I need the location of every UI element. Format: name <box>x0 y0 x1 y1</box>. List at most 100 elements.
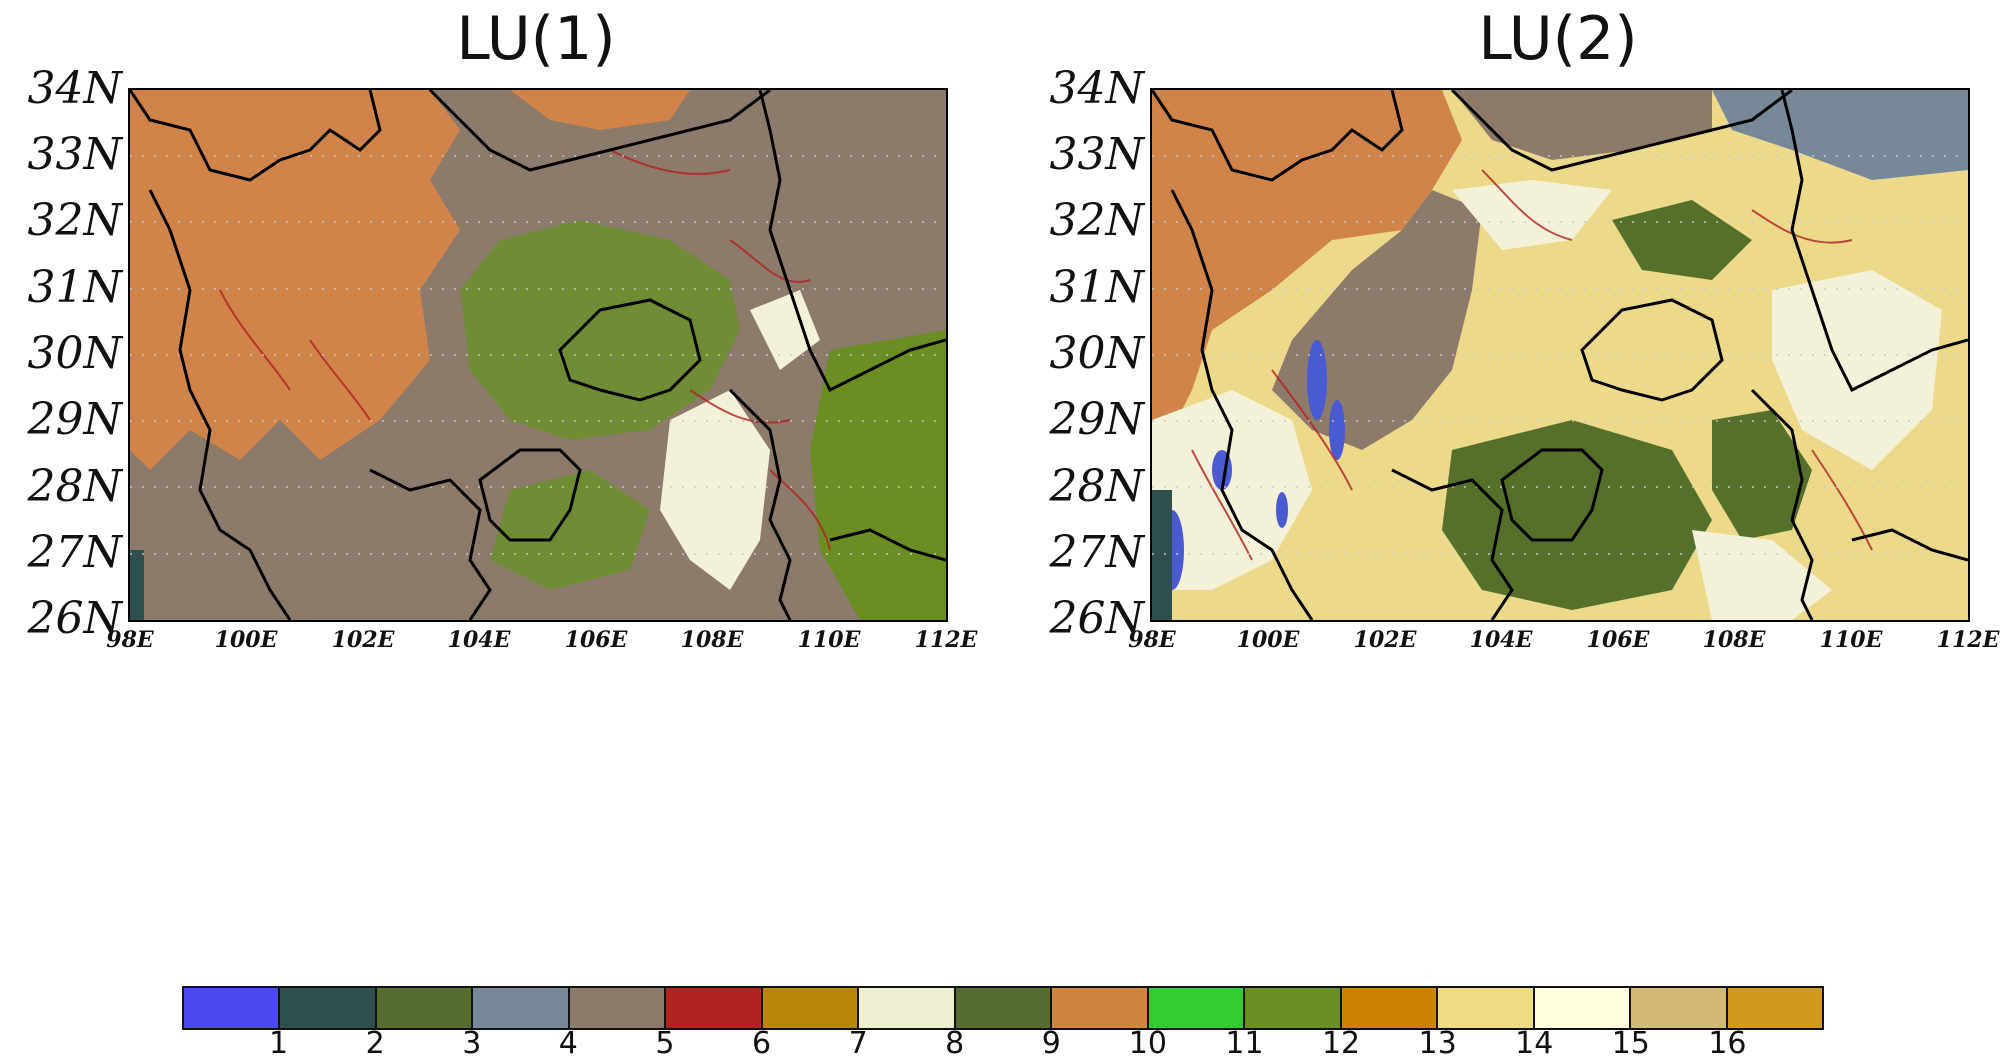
lon-label: 100E <box>214 627 278 653</box>
pale-patch-2 <box>750 290 820 370</box>
lon-label: 106E <box>1586 627 1650 653</box>
lat-label: 32N <box>1049 195 1145 246</box>
lon-label: 104E <box>1469 627 1533 653</box>
land-use-map <box>130 90 946 620</box>
lon-label: 108E <box>1702 627 1766 653</box>
colorbar-swatch <box>280 988 377 1028</box>
lat-label: 33N <box>1049 129 1145 180</box>
lat-label: 26N <box>27 593 123 644</box>
panel-title: LU(2) <box>1478 4 1638 74</box>
plateau-region <box>130 90 460 470</box>
lat-label: 34N <box>1049 63 1145 114</box>
colorbar-label: 12 <box>1321 1026 1361 1061</box>
colorbar-labels: 1 2 3 4 5 6 7 8 9 10 11 12 13 14 15 16 <box>182 1028 1824 1060</box>
colorbar-label: 3 <box>462 1026 482 1061</box>
lat-label: 31N <box>27 262 123 313</box>
colorbar-label: 14 <box>1515 1026 1554 1061</box>
colorbar-swatch <box>184 988 281 1028</box>
colorbar-swatch <box>1341 988 1439 1028</box>
lat-label: 27N <box>1049 527 1145 578</box>
basin-south <box>490 470 650 590</box>
panel-title: LU(1) <box>456 4 616 74</box>
lat-label: 29N <box>1049 394 1145 445</box>
colorbar-swatch <box>1245 988 1342 1028</box>
land-use-map <box>1152 90 1968 620</box>
colorbar-label: 16 <box>1708 1026 1747 1061</box>
map-panel-lu1: LU(1) <box>0 0 1000 660</box>
colorbar-swatch <box>1534 988 1632 1028</box>
lon-label: 112E <box>914 627 978 653</box>
colorbar-swatch <box>1148 988 1246 1028</box>
colorbar-swatch <box>1438 988 1535 1028</box>
lon-label: 110E <box>797 627 861 653</box>
map-area <box>1150 88 1970 622</box>
colorbar-swatch <box>666 988 763 1028</box>
lat-label: 26N <box>1049 593 1145 644</box>
map-panel-lu2: LU(2) <box>1022 0 2000 660</box>
lat-label: 34N <box>27 63 123 114</box>
lat-label: 32N <box>27 195 123 246</box>
grid-lines <box>130 155 946 555</box>
lon-label: 110E <box>1819 627 1883 653</box>
lon-label: 100E <box>1236 627 1300 653</box>
lon-label: 102E <box>331 627 395 653</box>
colorbar-swatch <box>1727 988 1822 1028</box>
lon-label: 112E <box>1936 627 2000 653</box>
forest-patch <box>1612 200 1752 280</box>
colorbar-label: 8 <box>945 1026 965 1061</box>
lat-label: 28N <box>1049 461 1145 512</box>
lon-label: 104E <box>447 627 511 653</box>
colorbar-swatch <box>473 988 570 1028</box>
pale-area-3 <box>1152 390 1312 590</box>
lat-label: 31N <box>1049 262 1145 313</box>
colorbar-swatch <box>762 988 860 1028</box>
lat-label: 28N <box>27 461 123 512</box>
lon-label: 102E <box>1353 627 1417 653</box>
pale-area <box>1452 180 1612 250</box>
lon-label: 106E <box>564 627 628 653</box>
lat-label: 27N <box>27 527 123 578</box>
plateau-east <box>510 90 690 130</box>
slate-north <box>1712 90 1968 180</box>
colorbar-label: 10 <box>1128 1026 1167 1061</box>
land-use-colorbar <box>182 986 1824 1030</box>
lon-label: 98E <box>1128 627 1176 653</box>
colorbar-label: 5 <box>655 1026 675 1061</box>
forest-patch-3 <box>1712 410 1812 540</box>
pale-area-2 <box>1772 270 1942 470</box>
plateau-region <box>1152 90 1462 430</box>
dark-strip <box>130 550 144 620</box>
basin-region <box>460 220 740 440</box>
lon-label: 108E <box>680 627 744 653</box>
province-borders <box>1152 90 1968 620</box>
grid-lines <box>1152 155 1968 555</box>
lat-label: 29N <box>27 394 123 445</box>
colorbar-swatch <box>955 988 1053 1028</box>
colorbar-label: 1 <box>269 1026 289 1061</box>
lat-label: 30N <box>1049 328 1145 379</box>
pale-patch <box>660 390 770 590</box>
pale-area-4 <box>1692 530 1832 620</box>
colorbar-swatch <box>569 988 667 1028</box>
colorbar-label: 6 <box>751 1026 772 1061</box>
forest-patch-2 <box>1442 420 1712 610</box>
mountain-north <box>1452 90 1712 160</box>
colorbar-label: 4 <box>558 1026 578 1061</box>
colorbar-swatch <box>859 988 956 1028</box>
lat-label: 33N <box>27 129 123 180</box>
colorbar-swatch <box>1052 988 1149 1028</box>
colorbar-label: 15 <box>1611 1026 1650 1061</box>
forest-east <box>810 330 946 620</box>
dark-strip <box>1152 490 1172 620</box>
colorbar-label: 13 <box>1418 1026 1457 1061</box>
colorbar-label: 2 <box>365 1026 385 1061</box>
colorbar-swatch <box>376 988 474 1028</box>
lat-label: 30N <box>27 328 123 379</box>
lon-label: 98E <box>106 627 154 653</box>
colorbar-swatch <box>1631 988 1728 1028</box>
colorbar-label: 7 <box>848 1026 868 1061</box>
map-area <box>128 88 948 622</box>
colorbar-label: 9 <box>1041 1026 1061 1061</box>
colorbar-label: 11 <box>1225 1026 1264 1061</box>
province-borders <box>130 90 946 620</box>
